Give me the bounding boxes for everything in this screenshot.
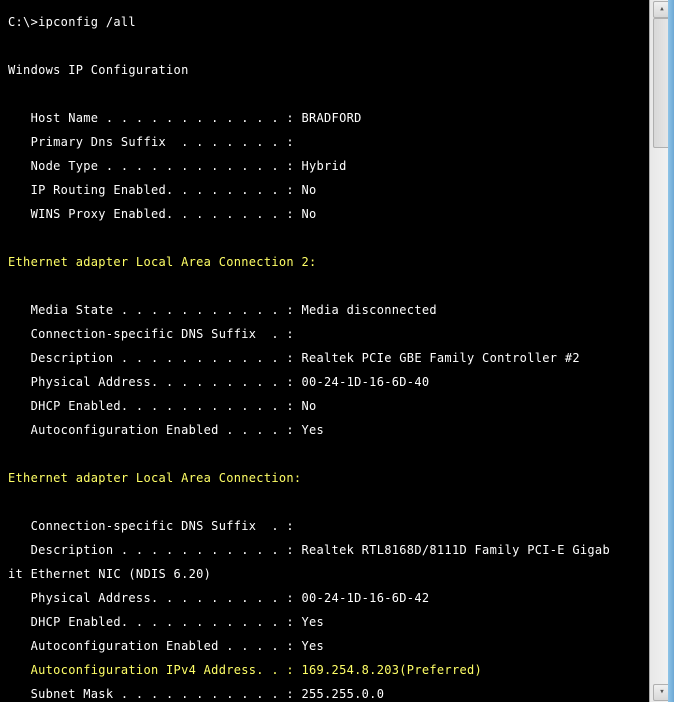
adapter-line: Description . . . . . . . . . . . : Real… <box>8 544 641 556</box>
terminal-output: C:\>ipconfig /all Windows IP Configurati… <box>0 0 649 702</box>
adapter-line: Subnet Mask . . . . . . . . . . . : 255.… <box>8 688 641 700</box>
adapter-highlight-line: Autoconfiguration IPv4 Address. . : 169.… <box>8 664 641 676</box>
global-line: Node Type . . . . . . . . . . . . : Hybr… <box>8 160 641 172</box>
blank <box>8 232 641 244</box>
adapter-line: Physical Address. . . . . . . . . : 00-2… <box>8 376 641 388</box>
adapter-line: DHCP Enabled. . . . . . . . . . . : Yes <box>8 616 641 628</box>
global-line: Primary Dns Suffix . . . . . . . : <box>8 136 641 148</box>
blank <box>8 88 641 100</box>
adapter-line: DHCP Enabled. . . . . . . . . . . : No <box>8 400 641 412</box>
adapter-title: Ethernet adapter Local Area Connection: <box>8 472 641 484</box>
prompt-line: C:\>ipconfig /all <box>8 16 641 28</box>
global-line: WINS Proxy Enabled. . . . . . . . : No <box>8 208 641 220</box>
adapter-line: Description . . . . . . . . . . . : Real… <box>8 352 641 364</box>
adapter-line: it Ethernet NIC (NDIS 6.20) <box>8 568 641 580</box>
blank <box>8 448 641 460</box>
blank <box>8 280 641 292</box>
adapter-line: Media State . . . . . . . . . . . : Medi… <box>8 304 641 316</box>
global-line: Host Name . . . . . . . . . . . . : BRAD… <box>8 112 641 124</box>
window-border <box>668 0 674 702</box>
adapter-line: Autoconfiguration Enabled . . . . : Yes <box>8 640 641 652</box>
adapter-line: Autoconfiguration Enabled . . . . : Yes <box>8 424 641 436</box>
adapter-line: Connection-specific DNS Suffix . : <box>8 520 641 532</box>
adapter-line: Physical Address. . . . . . . . . : 00-2… <box>8 592 641 604</box>
ipconfig-header: Windows IP Configuration <box>8 64 641 76</box>
adapter-title: Ethernet adapter Local Area Connection 2… <box>8 256 641 268</box>
adapter-line: Connection-specific DNS Suffix . : <box>8 328 641 340</box>
blank <box>8 40 641 52</box>
blank <box>8 496 641 508</box>
global-line: IP Routing Enabled. . . . . . . . : No <box>8 184 641 196</box>
